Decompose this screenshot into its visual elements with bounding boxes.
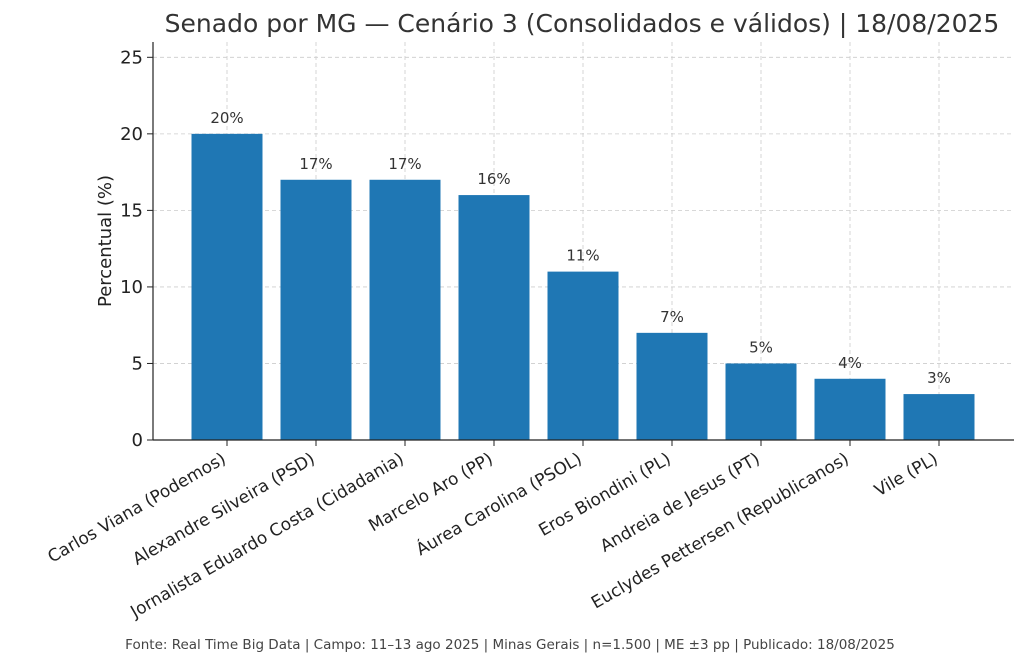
- footer-source: Fonte: Real Time Big Data | Campo: 11–13…: [125, 637, 895, 653]
- y-tick-label: 10: [120, 277, 143, 298]
- bar: [191, 133, 263, 440]
- bar-value-label: 5%: [749, 338, 773, 356]
- bar: [636, 332, 708, 440]
- bar: [280, 179, 352, 440]
- bar: [814, 378, 886, 440]
- y-tick-label: 25: [120, 47, 143, 68]
- x-tick-label: Vile (PL): [871, 449, 941, 501]
- x-tick-label: Andreia de Jesus (PT): [597, 449, 764, 557]
- bar-value-label: 17%: [388, 155, 421, 173]
- bar-value-label: 4%: [838, 354, 862, 372]
- bar-value-label: 17%: [299, 155, 332, 173]
- bar: [903, 394, 975, 440]
- bar-value-label: 16%: [477, 170, 510, 188]
- bar: [369, 179, 441, 440]
- axes: [147, 42, 1014, 446]
- bars: [191, 133, 975, 440]
- bar-value-label: 3%: [927, 369, 951, 387]
- y-tick-label: 20: [120, 124, 143, 145]
- y-tick-labels: 0 5 10 15 20 25: [120, 47, 143, 451]
- chart-title: Senado por MG — Cenário 3 (Consolidados …: [165, 9, 1000, 38]
- y-tick-label: 5: [132, 353, 143, 374]
- x-tick-label: Áurea Carolina (PSOL): [412, 447, 586, 560]
- bar: [458, 195, 530, 440]
- bar: [725, 363, 797, 440]
- y-axis-label: Percentual (%): [95, 175, 116, 307]
- data-labels: 20% 17% 17% 16% 11% 7% 5% 4% 3%: [210, 109, 951, 387]
- bar: [547, 271, 619, 440]
- bar-value-label: 7%: [660, 308, 684, 326]
- y-tick-label: 0: [132, 430, 143, 451]
- bar-value-label: 11%: [566, 247, 599, 265]
- x-tick-labels: Carlos Viana (Podemos)Alexandre Silveira…: [45, 447, 942, 623]
- bar-value-label: 20%: [210, 109, 243, 127]
- y-tick-label: 15: [120, 200, 143, 221]
